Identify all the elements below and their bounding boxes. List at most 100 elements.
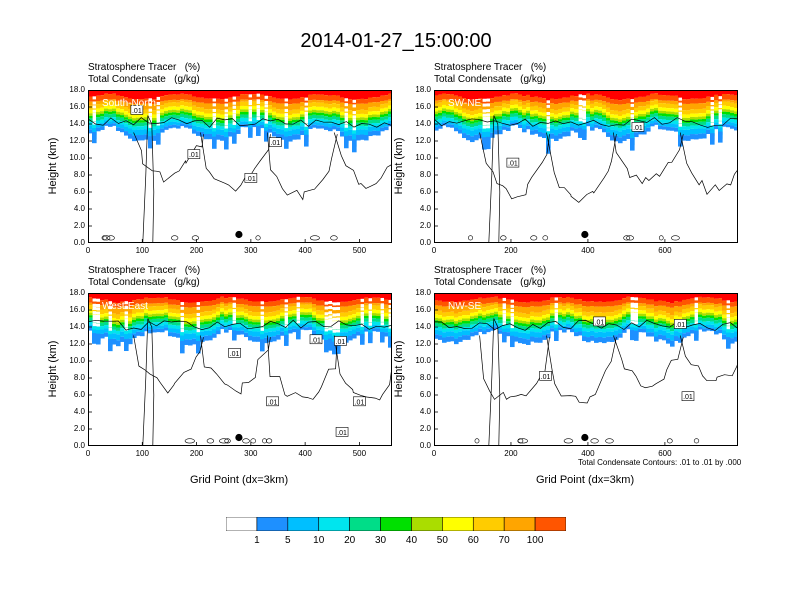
tracer-cell [136,299,141,305]
tracer-cell [384,100,389,104]
tracer-cell [498,311,503,315]
tracer-cell [710,315,715,319]
contour-label: .01 [228,348,241,358]
colorbar-box [380,517,412,531]
tracer-cell [650,93,655,100]
tracer-cell [650,324,655,329]
tracer-cell [546,305,551,310]
tracer-cell [638,313,643,317]
tracer-cell [438,318,443,322]
tracer-cell [292,306,297,311]
tracer-cell [380,117,385,121]
tracer-cell [574,109,579,113]
tracer-cell [586,306,591,313]
tracer-cell [168,299,173,305]
tracer-cell [360,125,365,130]
tracer-cell [188,90,193,95]
tracer-cell [574,115,579,118]
tracer-cell [658,314,663,319]
tracer-cell [610,114,615,118]
tracer-cell [582,98,587,101]
tracer-cell [478,108,483,114]
tracer-cell [204,305,209,312]
tracer-cell [462,112,467,117]
tracer-cell [204,119,209,123]
tracer-cell [614,330,619,336]
tracer-cell [506,108,511,112]
tracer-cell [546,140,551,154]
tracer-cell [698,113,703,117]
tracer-cell [356,320,361,325]
tracer-cell [494,130,499,135]
tracer-cell [466,310,471,316]
tracer-cell [638,318,643,323]
tracer-cell [212,106,217,109]
tracer-cell [236,125,241,130]
tracer-cell [100,333,105,339]
condensate-contour-loop [102,235,111,241]
tracer-cell [168,110,173,113]
tracer-cell [88,105,93,110]
tracer-cell [104,123,109,126]
tracer-cell [586,312,591,317]
tracer-cell [320,106,325,111]
tracer-cell [340,102,345,108]
tracer-cell [654,104,659,108]
tracer-cell [474,318,479,321]
tracer-cell [534,96,539,102]
tracer-cell [328,117,333,121]
tracer-cell [192,326,197,330]
tracer-cell [502,90,507,96]
tracer-cell [562,127,567,132]
tracer-cell [502,300,507,304]
tracer-cell [108,111,113,115]
tracer-cell [188,118,193,123]
tracer-cell [184,339,189,345]
tracer-cell [264,130,269,142]
tracer-cell [586,111,591,114]
tracer-cell [364,122,369,127]
tracer-cell [104,93,109,100]
tracer-cell [666,325,671,330]
tracer-cell [116,90,121,96]
tracer-cell [470,328,475,333]
tracer-cell [324,119,329,124]
tracer-cell [662,107,667,111]
tracer-cell [702,309,707,314]
tracer-cell [108,304,113,307]
tracer-cell [454,123,459,128]
colorbar-tick-label: 50 [436,535,448,546]
tracer-cell [466,293,471,301]
tracer-cell [706,293,711,298]
tracer-cell [312,106,317,110]
tracer-cell [120,322,125,325]
tracer-cell [324,113,329,117]
tracer-cell [364,315,369,319]
tracer-cell [132,317,137,320]
tracer-cell [320,330,325,335]
y-tick-label: 12.0 [415,136,431,145]
tracer-cell [108,105,113,110]
tracer-cell [622,329,627,333]
tracer-cell [726,124,731,128]
tracer-cell [490,121,495,125]
tracer-cell [686,328,691,333]
y-tick-label: 2.0 [419,221,431,230]
tracer-cell [462,305,467,311]
tracer-cell [542,103,547,109]
tracer-cell [694,90,699,99]
tracer-cell [360,333,365,345]
tracer-cell [204,318,209,322]
tracer-cell [144,90,149,99]
tracer-cell [300,314,305,318]
tracer-cell [284,101,289,104]
tracer-cell [730,122,735,126]
tracer-cell [260,106,265,110]
tracer-cell [376,328,381,332]
location-marker [235,433,243,442]
tracer-cell [164,327,169,331]
tracer-cell [384,107,389,112]
tracer-cell [280,122,285,126]
tracer-cell [482,90,487,99]
tracer-cell [260,90,265,95]
